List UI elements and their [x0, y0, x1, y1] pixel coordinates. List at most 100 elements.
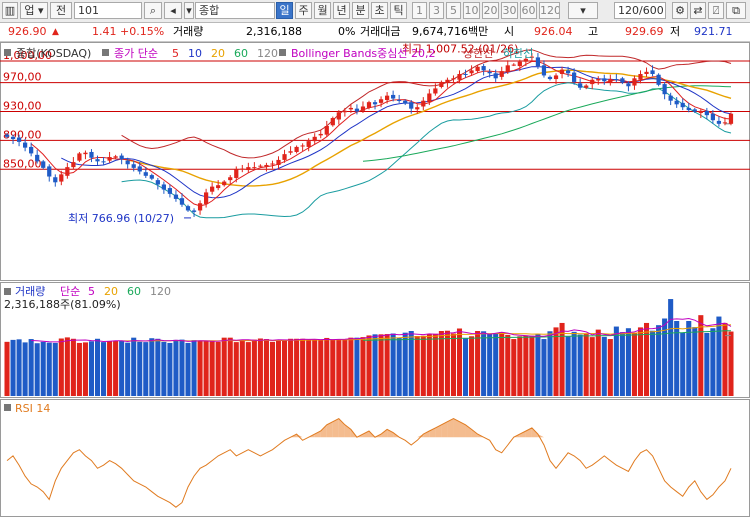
settings-icon[interactable]: ⚙ [672, 2, 688, 19]
rsi-overbought-fill [453, 418, 460, 438]
volume-bar [535, 334, 541, 396]
candle-body [10, 136, 16, 139]
volume-bar [257, 338, 263, 396]
legend-ma-period: 60 [234, 47, 248, 60]
interval-button[interactable]: 5 [446, 2, 461, 19]
period-button[interactable]: 주 [295, 2, 312, 19]
rsi-title: RSI 14 [15, 402, 50, 415]
candle-body [306, 141, 311, 147]
period-button[interactable]: 초 [371, 2, 388, 19]
interval-button[interactable]: 20 [482, 2, 499, 19]
volume-bar [191, 340, 197, 396]
rsi-overbought-fill [362, 431, 369, 438]
interval-button[interactable]: 120 [539, 2, 560, 19]
stock-name-field[interactable]: 종합(KOSDAQ) [195, 2, 275, 19]
rsi-overbought-fill [459, 421, 466, 438]
candle-body [264, 164, 269, 167]
volume-ma-label: 단순 [60, 285, 80, 298]
volume-bar [94, 338, 101, 396]
candle-body [47, 166, 52, 177]
period-button[interactable]: 분 [352, 2, 369, 19]
legend-marker-icon [279, 49, 286, 56]
code-input[interactable]: 101 [74, 2, 142, 19]
candle-body [415, 107, 420, 110]
volume-bar [88, 341, 95, 396]
volume-bar [547, 331, 553, 396]
legend-marker-icon [4, 404, 11, 411]
volume-bar [426, 334, 432, 396]
amount-label: 거래대금 [360, 25, 401, 38]
period-button[interactable]: 월 [314, 2, 331, 19]
candle-body [89, 151, 94, 158]
min-annotation: 최저 766.96 (10/27) [68, 212, 174, 225]
legend-bollinger-upper: 상한선 [463, 47, 493, 60]
candle-body [240, 168, 245, 170]
interval-button[interactable]: 1 [412, 2, 427, 19]
volume-bar [475, 331, 481, 396]
search-icon[interactable]: ⌕ [144, 2, 162, 19]
interval-dropdown[interactable]: ▾ [568, 2, 598, 19]
bollinger-lower-line [121, 82, 732, 219]
interval-button[interactable]: 3 [429, 2, 444, 19]
layout-icon[interactable]: ▥ [2, 2, 18, 19]
candle-body [728, 113, 734, 124]
candle-body [397, 99, 402, 101]
volume-bar [438, 331, 444, 396]
volume-bar [269, 341, 276, 396]
save-icon[interactable]: ⍁ [708, 2, 724, 19]
legend-ma-period: 5 [172, 47, 179, 60]
candle-body [602, 78, 607, 82]
volume-bar [131, 337, 137, 396]
interval-button[interactable]: 10 [463, 2, 480, 19]
candle-body [318, 133, 323, 136]
candle-body [348, 107, 354, 110]
legend-marker-icon [102, 49, 109, 56]
period-button[interactable]: 틱 [390, 2, 407, 19]
volume-title: 거래량 [15, 285, 45, 298]
max-annotation: 최고 1,007.52 (01/26) [402, 43, 519, 56]
volume-chart[interactable]: 거래량 단순 5 20 60 120 2,316,188주(81.09%) [0, 282, 750, 398]
candle-body [270, 163, 275, 165]
low-value: 921.71 [694, 25, 733, 38]
volume-bar [384, 334, 390, 396]
legend-marker-icon [4, 288, 11, 295]
volume-bar [456, 328, 463, 396]
chevron-down-icon[interactable]: ▾ [184, 2, 194, 19]
volume-bar [52, 342, 58, 396]
change-pct: +0.15% [120, 25, 165, 38]
volume-bar [541, 339, 547, 396]
interval-button[interactable]: 60 [520, 2, 537, 19]
period-button[interactable]: 일 [276, 2, 293, 19]
speaker-icon[interactable]: ◂ [164, 2, 182, 19]
rsi-frame [0, 399, 750, 517]
volume-bar [450, 333, 456, 396]
candle-body [391, 94, 396, 99]
volume-bar [143, 342, 149, 396]
count-field[interactable]: 120/600 [614, 2, 666, 19]
prev-button[interactable]: 전 [50, 2, 72, 19]
interval-button[interactable]: 30 [501, 2, 518, 19]
volume-bar [613, 326, 619, 396]
candle-body [258, 165, 263, 167]
volume-bar [28, 339, 34, 396]
volume-ma-period: 5 [88, 285, 95, 298]
link-icon[interactable]: ⇄ [690, 2, 706, 19]
market-select[interactable]: 업 ▾ [20, 2, 48, 19]
candle-body [354, 108, 360, 112]
volume-bar [595, 329, 601, 396]
quote-bar: 926.90 ▲ 1.41 +0.15% 거래량 2,316,188 0% 거래… [0, 23, 750, 42]
open-label: 시 [504, 25, 515, 38]
volume-bar [414, 336, 420, 396]
volume-bar [698, 315, 704, 396]
rsi-chart[interactable]: RSI 14 [0, 399, 750, 517]
candle-body [101, 161, 106, 163]
volume-bar [221, 337, 227, 396]
volume-bar [76, 342, 82, 396]
candle-body [584, 85, 589, 88]
candle-body [686, 107, 691, 111]
candle-body [324, 125, 329, 135]
period-button[interactable]: 년 [333, 2, 350, 19]
candle-body [632, 78, 637, 86]
expand-icon[interactable]: ⧉ [726, 2, 746, 19]
